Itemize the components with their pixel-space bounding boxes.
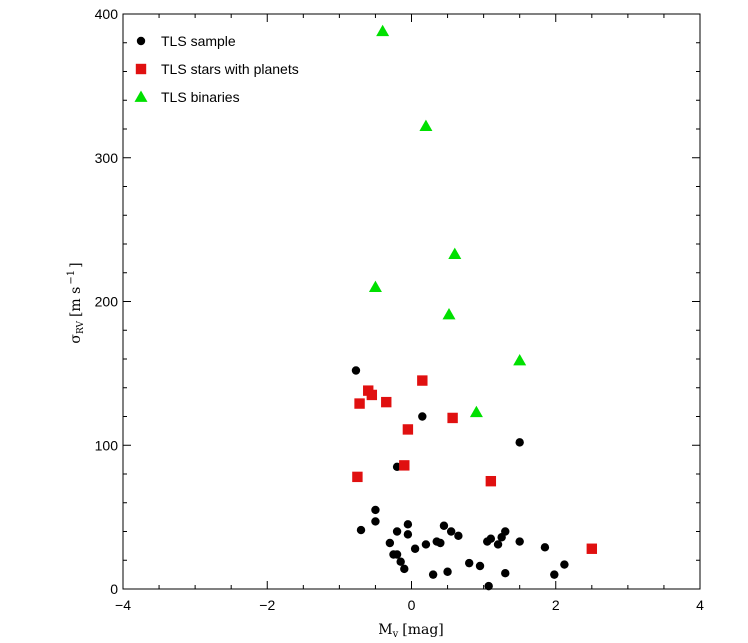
y-tick-label: 200: [95, 294, 119, 310]
data-point-circle: [418, 412, 427, 421]
data-point-circle: [400, 564, 409, 574]
data-point-triangle: [376, 24, 390, 37]
data-point-circle: [515, 537, 524, 546]
y-tick-label: 100: [95, 437, 119, 453]
data-point-circle: [403, 530, 413, 539]
data-point-triangle: [448, 247, 462, 259]
data-point-triangle: [368, 280, 382, 292]
axis-ticks: [122, 13, 701, 590]
data-point-circle: [356, 525, 366, 535]
data-point-square: [366, 389, 378, 401]
data-point-circle: [484, 581, 493, 591]
x-tick-label: −2: [259, 597, 275, 613]
x-tick-label: 2: [552, 597, 560, 613]
y-axis-label: σRV[m s−1]: [66, 262, 86, 343]
y-tick-label: 0: [110, 581, 118, 597]
data-point-circle: [428, 570, 438, 579]
data-point-circle: [396, 557, 405, 566]
data-point-circle: [385, 538, 395, 548]
data-point-circle: [392, 527, 402, 536]
legend-marker-square: [135, 63, 147, 75]
data-points: [351, 24, 598, 591]
data-point-triangle: [513, 353, 527, 366]
x-tick-label: −4: [115, 597, 131, 613]
data-point-square: [402, 424, 414, 435]
data-point-circle: [515, 438, 524, 447]
data-point-circle: [392, 550, 402, 559]
legend-marker-triangle: [134, 90, 148, 102]
data-point-circle: [493, 540, 503, 549]
data-point-circle: [371, 505, 380, 515]
data-point-circle: [454, 531, 463, 541]
data-point-circle: [351, 366, 361, 375]
data-point-square: [417, 375, 428, 386]
data-point-square: [354, 398, 365, 409]
data-point-triangle: [469, 405, 483, 418]
data-point-circle: [540, 543, 550, 552]
x-tick-label: 0: [408, 597, 416, 613]
data-point-circle: [410, 544, 420, 553]
data-point-circle: [436, 538, 445, 548]
legend-marker-circle: [136, 36, 146, 46]
data-point-square: [399, 460, 410, 471]
data-point-square: [586, 543, 598, 554]
data-point-square: [352, 471, 363, 483]
data-point-circle: [475, 561, 485, 571]
data-point-circle: [560, 560, 569, 569]
y-tick-label: 300: [95, 150, 119, 166]
data-point-square: [485, 475, 497, 487]
data-point-circle: [486, 534, 496, 543]
data-point-circle: [501, 568, 510, 578]
data-point-circle: [550, 570, 559, 579]
data-point-circle: [439, 521, 449, 530]
data-point-circle: [465, 558, 474, 568]
y-tick-label: 400: [95, 6, 119, 22]
data-point-circle: [446, 527, 456, 536]
tick-labels: −4 −2 0 2 4 0 100 200 300 400: [95, 6, 704, 613]
x-axis-label: Mv [mag]: [378, 622, 444, 640]
legend-entry: TLS stars with planets: [161, 61, 299, 77]
data-point-square: [447, 412, 458, 424]
data-point-circle: [403, 520, 413, 529]
data-point-square: [381, 396, 392, 408]
data-point-triangle: [419, 119, 433, 131]
legend-entry: TLS binaries: [161, 89, 240, 105]
data-point-circle: [421, 540, 431, 549]
x-tick-label: 4: [696, 597, 704, 613]
data-point-circle: [371, 517, 380, 526]
legend-entry: TLS sample: [161, 33, 236, 49]
data-point-circle: [443, 567, 452, 576]
data-point-triangle: [442, 307, 456, 320]
data-point-circle: [501, 527, 510, 536]
legend: TLS sample TLS stars with planets TLS bina…: [134, 33, 299, 105]
